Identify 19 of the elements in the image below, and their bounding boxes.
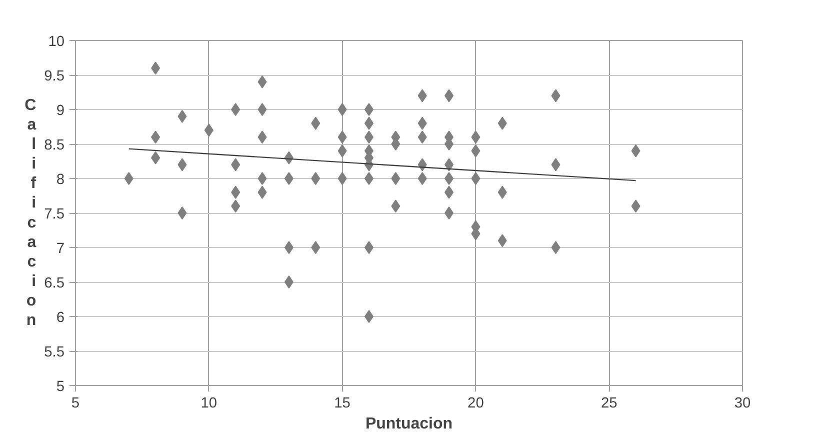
text: Calificacion [24, 96, 36, 330]
y-tick-label: 6 [56, 310, 65, 326]
y-tick-label: 8 [56, 172, 65, 188]
y-tick-label: 8.5 [44, 138, 64, 154]
y-tick-label: 7 [56, 241, 65, 257]
x-tick-label: 10 [200, 396, 218, 412]
x-tick-label: 30 [734, 396, 751, 412]
x-tick-label: 5 [71, 396, 80, 412]
y-tick-label: 6.5 [44, 276, 64, 292]
x-tick-label: 25 [600, 396, 618, 412]
x-axis-title: Puntuacion [365, 416, 453, 432]
y-tick-label: 9.5 [44, 68, 64, 84]
y-tick-label: 10 [48, 34, 65, 50]
x-tick-label: 15 [334, 396, 350, 412]
y-tick-label: 5.5 [44, 344, 64, 360]
y-tick-label: 9 [56, 103, 65, 119]
y-tick-label: 7.5 [44, 206, 64, 222]
y-tick-label: 5 [56, 379, 65, 395]
x-tick-label: 20 [468, 396, 484, 412]
